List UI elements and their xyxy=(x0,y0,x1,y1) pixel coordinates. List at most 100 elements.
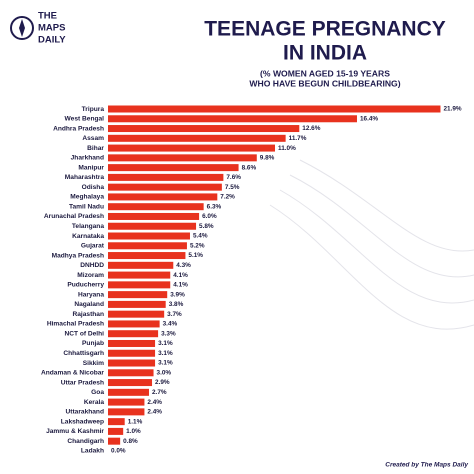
bar xyxy=(108,359,156,367)
chart-subtitle: (% WOMEN AGED 15-19 YEARS xyxy=(260,68,390,78)
bar xyxy=(108,125,300,133)
bar xyxy=(108,320,160,328)
category-label: Maharashtra xyxy=(65,174,105,181)
category-label: Chandigarh xyxy=(67,438,104,445)
bar xyxy=(108,330,159,338)
bar xyxy=(108,261,174,269)
category-label: Uttar Pradesh xyxy=(61,379,104,386)
bar xyxy=(108,222,197,230)
bar xyxy=(108,388,149,396)
category-label: Mizoram xyxy=(77,272,104,279)
bar xyxy=(108,183,222,191)
value-label: 6.0% xyxy=(202,213,217,220)
brand: MAPS xyxy=(38,23,65,34)
value-label: 7.2% xyxy=(220,194,235,201)
bar xyxy=(108,242,187,250)
bar xyxy=(108,105,441,113)
chart-subtitle: WHO HAVE BEGUN CHILDBEARING) xyxy=(249,78,400,88)
value-label: 12.6% xyxy=(302,125,320,132)
category-label: Bihar xyxy=(87,145,104,152)
value-label: 5.4% xyxy=(193,233,208,240)
value-label: 16.4% xyxy=(360,115,378,122)
value-label: 3.1% xyxy=(158,360,173,367)
bar xyxy=(108,310,165,318)
category-label: Meghalaya xyxy=(70,194,104,201)
value-label: 3.9% xyxy=(170,291,185,298)
decoration xyxy=(269,204,474,330)
decoration xyxy=(279,189,474,304)
value-label: 4.1% xyxy=(173,282,188,289)
logo-icon xyxy=(19,19,25,37)
value-label: 5.1% xyxy=(188,252,203,259)
value-label: 1.1% xyxy=(128,418,143,425)
value-label: 21.9% xyxy=(443,106,461,113)
value-label: 1.0% xyxy=(126,428,141,435)
category-label: Lakshadweep xyxy=(61,418,104,425)
value-label: 0.0% xyxy=(111,448,126,455)
bar xyxy=(108,232,190,240)
value-label: 3.4% xyxy=(163,321,178,328)
logo-icon xyxy=(10,16,34,40)
category-label: Assam xyxy=(82,135,104,142)
category-label: Andhra Pradesh xyxy=(53,125,104,132)
category-label: Haryana xyxy=(78,291,104,298)
bar xyxy=(108,418,125,426)
value-label: 2.9% xyxy=(155,379,170,386)
category-label: Himachal Pradesh xyxy=(47,321,104,328)
value-label: 3.7% xyxy=(167,311,182,318)
value-label: 5.2% xyxy=(190,242,205,249)
value-label: 4.3% xyxy=(176,262,191,269)
logo: THE MAPS DAILY xyxy=(10,11,66,46)
bar xyxy=(108,203,204,211)
value-label: 3.1% xyxy=(158,340,173,347)
brand: DAILY xyxy=(38,35,66,46)
value-label: 2.4% xyxy=(147,409,162,416)
bar xyxy=(108,398,145,406)
category-label: Goa xyxy=(91,389,104,396)
bar xyxy=(108,115,357,123)
value-label: 9.8% xyxy=(260,155,275,162)
category-label: Punjab xyxy=(82,340,104,347)
decoration xyxy=(299,159,474,252)
decoration xyxy=(289,174,474,278)
bar xyxy=(108,212,200,220)
bar xyxy=(108,281,171,289)
credit: Created by The Maps Daily xyxy=(385,462,468,469)
category-label: Andaman & Nicobar xyxy=(41,370,104,377)
category-label: NCT of Delhi xyxy=(64,330,104,337)
bar xyxy=(108,339,156,347)
bar xyxy=(108,379,153,387)
category-label: Madhya Pradesh xyxy=(52,252,104,259)
category-label: Uttarakhand xyxy=(66,409,104,416)
value-label: 3.8% xyxy=(169,301,184,308)
bar xyxy=(108,300,166,308)
category-label: Ladakh xyxy=(81,448,104,455)
category-label: Odisha xyxy=(82,184,105,191)
category-label: Jammu & Kashmir xyxy=(46,428,104,435)
chart-title: IN INDIA xyxy=(283,42,367,65)
chart-title: TEENAGE PREGNANCY xyxy=(204,18,446,41)
category-label: Arunachal Pradesh xyxy=(44,213,104,220)
bar xyxy=(108,144,275,152)
category-label: Telangana xyxy=(72,223,104,230)
value-label: 11.7% xyxy=(289,135,307,142)
value-label: 5.8% xyxy=(199,223,214,230)
bar xyxy=(108,134,286,142)
brand: THE xyxy=(38,11,57,22)
value-label: 2.4% xyxy=(147,399,162,406)
category-label: Nagaland xyxy=(74,301,104,308)
value-label: 8.6% xyxy=(242,164,257,171)
bar xyxy=(108,252,186,260)
value-label: 7.5% xyxy=(225,184,240,191)
bar xyxy=(108,271,171,279)
value-label: 4.1% xyxy=(173,272,188,279)
value-label: 3.1% xyxy=(158,350,173,357)
category-label: Jharkhand xyxy=(71,155,104,162)
value-label: 2.7% xyxy=(152,389,167,396)
bar xyxy=(108,291,168,299)
bar xyxy=(108,164,239,172)
category-label: Manipur xyxy=(78,164,104,171)
value-label: 3.0% xyxy=(157,369,172,376)
category-label: DNHDD xyxy=(80,262,104,269)
